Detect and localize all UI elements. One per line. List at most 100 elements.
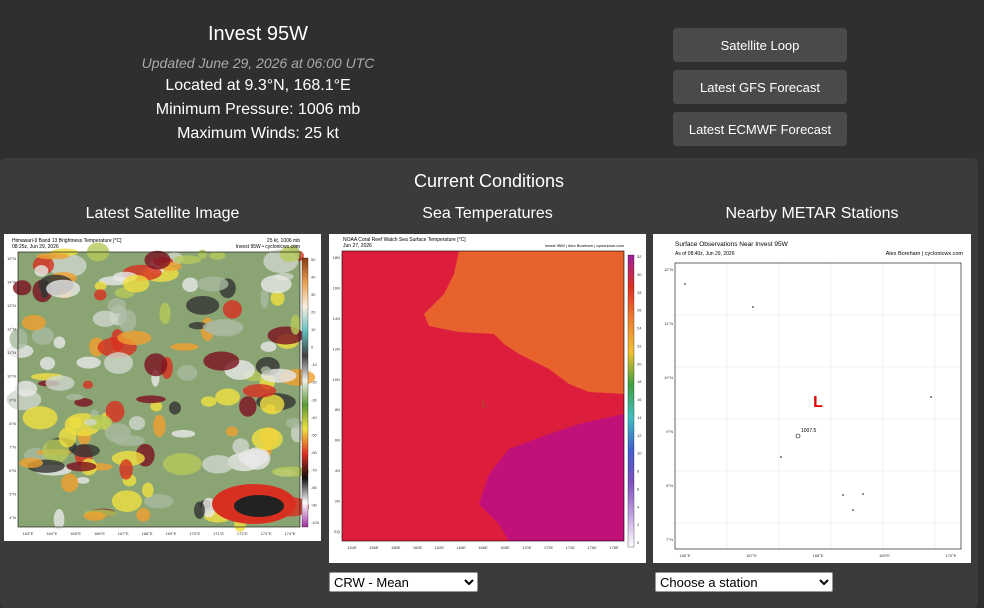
colorbar-label: 32 <box>637 254 642 259</box>
cloud <box>162 452 202 476</box>
lat-label: 8N <box>335 407 340 412</box>
lat-label: 9°N <box>9 397 16 402</box>
cloud <box>173 255 202 264</box>
cloud <box>74 398 93 407</box>
cloud <box>209 251 226 260</box>
hot-region <box>479 414 624 541</box>
station <box>795 433 801 439</box>
colorbar-label: 30 <box>311 292 316 297</box>
cloud <box>143 494 174 509</box>
colorbar-label: 4 <box>637 504 640 509</box>
cloud <box>260 287 269 309</box>
cloud <box>34 265 49 277</box>
colorbar-label: -40 <box>311 415 318 420</box>
image-credit: Alex Boreham | cyclonicwx.com <box>886 251 964 257</box>
image-subtitle: As of 08:40z, Jun 29, 2026 <box>675 251 735 257</box>
island <box>684 283 686 285</box>
cloud <box>46 279 81 298</box>
colorbar-label: 12 <box>637 433 642 438</box>
cloud <box>76 477 90 484</box>
cloud <box>200 396 217 407</box>
cloud <box>119 459 133 480</box>
lon-label: 166°E <box>94 531 105 536</box>
cloud <box>168 401 181 415</box>
cloud <box>171 429 196 438</box>
background <box>653 234 971 563</box>
lon-label: 169°E <box>879 553 890 558</box>
cloud <box>104 352 134 374</box>
cloud <box>290 314 301 335</box>
button[interactable]: Latest GFS Forecast <box>673 70 847 104</box>
lon-label: 166°E <box>680 553 691 558</box>
frame <box>17 251 301 528</box>
colorbar <box>627 254 635 548</box>
cloud <box>104 423 132 443</box>
colorbar-label: 20 <box>637 361 642 366</box>
colorbar-label: -80 <box>311 485 318 490</box>
island <box>752 306 754 308</box>
image-info: 25 kt, 1006 mb <box>267 238 300 244</box>
cloud <box>6 343 34 358</box>
marker: L <box>813 394 823 411</box>
cloud <box>39 356 56 370</box>
cloud <box>83 511 106 521</box>
cloud <box>53 336 66 349</box>
image-title: Himawari-9 Band 13 Brightness Temperatur… <box>12 238 122 244</box>
colorbar-label: 26 <box>637 308 642 313</box>
cloud <box>69 416 82 429</box>
lat-label: 14°N <box>7 280 16 285</box>
colorbar-label: -30 <box>311 397 318 402</box>
cloud <box>259 394 285 415</box>
colorbar-label: -70 <box>311 467 318 472</box>
colorbar-label: -60 <box>311 450 318 455</box>
station-label: 1007.5 <box>801 428 817 434</box>
cloud <box>202 319 243 335</box>
cloud <box>225 426 239 437</box>
cloud <box>22 406 58 430</box>
cloud <box>58 427 77 448</box>
lat-label: 2N <box>335 499 340 504</box>
cloud <box>92 310 118 327</box>
lat-label: 16N <box>333 285 340 290</box>
button[interactable]: Satellite Loop <box>673 28 847 62</box>
cloud <box>117 330 152 346</box>
lat-label: EQ <box>334 529 340 534</box>
panel-heading: Latest Satellite Image <box>85 205 240 222</box>
lat-label: 18N <box>333 255 340 260</box>
lon-label: 154E <box>347 545 357 550</box>
cloud <box>84 419 97 426</box>
island <box>780 456 782 458</box>
colorbar-label: 10 <box>311 327 316 332</box>
cloud <box>260 366 271 375</box>
cloud <box>202 455 234 474</box>
cloud <box>144 353 168 377</box>
cloud <box>285 418 302 429</box>
station-select[interactable]: Choose a station <box>655 572 833 592</box>
storm-title: Invest 95W <box>207 23 309 45</box>
cloud <box>45 375 75 391</box>
lon-label: 178E <box>609 545 619 550</box>
cloud <box>122 274 150 293</box>
colorbar-label: 50 <box>311 257 316 262</box>
product-select[interactable]: CRW - Mean <box>329 572 478 592</box>
lat-label: 6N <box>335 438 340 443</box>
lon-label: 166E <box>478 545 488 550</box>
cloud <box>9 328 28 350</box>
lon-label: 172E <box>544 545 554 550</box>
cloud <box>128 416 146 431</box>
colorbar-label: 14 <box>637 415 642 420</box>
winds: Maximum Winds: 25 kt <box>177 125 339 142</box>
cloud <box>153 414 166 438</box>
cloud <box>239 396 257 417</box>
lon-label: 168°E <box>813 553 824 558</box>
lat-label: 12°N <box>664 267 673 272</box>
cloud <box>94 289 107 301</box>
lon-label: 167°E <box>746 553 757 558</box>
image-credit: Invest 95W • cyclonicwx.com <box>236 244 300 250</box>
button[interactable]: Latest ECMWF Forecast <box>673 112 847 146</box>
lat-label: 8°N <box>9 421 16 426</box>
pressure: Minimum Pressure: 1006 mb <box>155 101 361 118</box>
cloud <box>203 351 240 371</box>
lon-label: 176E <box>587 545 597 550</box>
